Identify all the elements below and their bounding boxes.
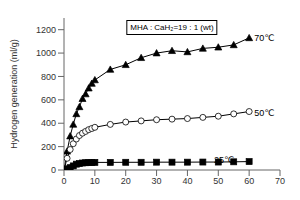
svg-text:1000: 1000 <box>36 48 56 58</box>
svg-text:30: 30 <box>152 176 162 186</box>
svg-text:70: 70 <box>275 176 285 186</box>
html-text:MHA : CaH₂=19 : 1 (wt): MHA : CaH₂=19 : 1 (wt) <box>130 23 214 32</box>
svg-text:20: 20 <box>121 176 131 186</box>
svg-text:Hydrogen generation (ml/g): Hydrogen generation (ml/g) <box>9 39 19 149</box>
svg-text:10: 10 <box>90 176 100 186</box>
svg-text:50: 50 <box>213 176 223 186</box>
svg-text:50℃: 50℃ <box>254 108 274 118</box>
svg-text:40: 40 <box>182 176 192 186</box>
svg-text:0: 0 <box>51 165 56 175</box>
svg-text:25℃: 25℃ <box>214 155 234 165</box>
svg-text:200: 200 <box>41 142 56 152</box>
svg-text:800: 800 <box>41 72 56 82</box>
svg-text:0: 0 <box>61 176 66 186</box>
svg-text:70℃: 70℃ <box>254 33 274 43</box>
svg-text:400: 400 <box>41 118 56 128</box>
svg-text:1200: 1200 <box>36 25 56 35</box>
svg-text:600: 600 <box>41 95 56 105</box>
svg-text:60: 60 <box>244 176 254 186</box>
